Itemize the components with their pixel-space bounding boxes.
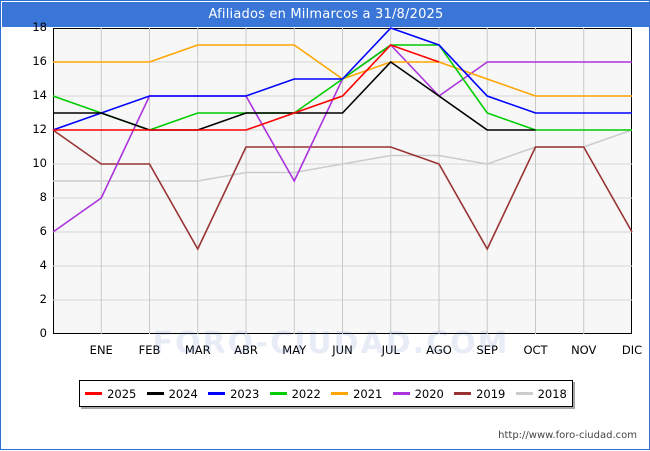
legend-item-label: 2025 bbox=[107, 386, 137, 401]
series-line-2019 bbox=[52, 129, 633, 251]
legend-item-2025[interactable]: 2025 bbox=[80, 387, 142, 401]
data-series-layer bbox=[52, 27, 633, 251]
legend-item-label: 2024 bbox=[168, 386, 198, 401]
legend-item-label: 2019 bbox=[476, 386, 506, 401]
x-axis-tick-label: FEB bbox=[138, 343, 161, 357]
legend-swatch-icon bbox=[515, 392, 533, 395]
legend-swatch-icon bbox=[331, 392, 349, 395]
legend-swatch-icon bbox=[208, 392, 226, 395]
legend-item-label: 2022 bbox=[291, 386, 321, 401]
series-line-2025 bbox=[53, 44, 440, 131]
legend-item-2020[interactable]: 2020 bbox=[388, 387, 450, 401]
legend-swatch-icon bbox=[269, 392, 287, 395]
y-axis-tick-label: 2 bbox=[39, 292, 47, 306]
series-line-2024 bbox=[53, 60, 536, 131]
footer-url: http://www.foro-ciudad.com bbox=[498, 430, 637, 441]
legend-swatch-icon bbox=[392, 392, 410, 395]
legend-item-label: 2021 bbox=[353, 386, 383, 401]
legend-item-2024[interactable]: 2024 bbox=[142, 387, 204, 401]
x-axis-tick-label: OCT bbox=[523, 343, 548, 357]
legend-item-2023[interactable]: 2023 bbox=[203, 387, 265, 401]
y-axis-tick-label: 10 bbox=[32, 156, 47, 170]
series-line-2018 bbox=[53, 129, 633, 182]
x-axis-tick-label: AGO bbox=[426, 343, 452, 357]
legend-swatch-icon bbox=[85, 392, 103, 395]
x-axis-tick-label: MAR bbox=[184, 343, 211, 357]
series-line-2020 bbox=[52, 43, 632, 233]
x-axis-tick-label: SEP bbox=[476, 343, 498, 357]
window-title-bar: Afiliados en Milmarcos a 31/8/2025 bbox=[2, 2, 650, 27]
x-axis-tick-label: ABR bbox=[234, 343, 258, 357]
legend-swatch-icon bbox=[146, 392, 164, 395]
legend-item-label: 2018 bbox=[537, 386, 567, 401]
legend-item-label: 2023 bbox=[230, 386, 260, 401]
x-axis-tick-label: NOV bbox=[571, 343, 597, 357]
legend-item-2022[interactable]: 2022 bbox=[265, 387, 327, 401]
y-axis-tick-label: 16 bbox=[32, 54, 47, 68]
y-axis-tick-label: 8 bbox=[39, 190, 47, 204]
legend-item-2019[interactable]: 2019 bbox=[449, 387, 511, 401]
y-axis-tick-label: 0 bbox=[39, 326, 47, 340]
page-title: Afiliados en Milmarcos a 31/8/2025 bbox=[208, 7, 444, 22]
plot-area bbox=[52, 27, 633, 334]
legend-item-2018[interactable]: 2018 bbox=[511, 387, 573, 401]
legend-swatch-icon bbox=[454, 392, 472, 395]
series-line-2023 bbox=[52, 27, 632, 131]
x-axis-tick-label: MAY bbox=[282, 343, 307, 357]
y-axis-tick-label: 4 bbox=[39, 258, 47, 272]
x-axis-tick-label: DIC bbox=[621, 343, 643, 357]
x-axis-tick-label: ENE bbox=[89, 343, 113, 357]
series-line-2021 bbox=[53, 44, 632, 97]
y-axis-tick-label: 14 bbox=[32, 88, 47, 102]
legend-item-label: 2020 bbox=[414, 386, 444, 401]
y-axis-tick-label: 6 bbox=[39, 224, 47, 238]
x-axis-tick-label: JUL bbox=[381, 343, 400, 357]
x-axis-tick-label: JUN bbox=[332, 343, 353, 357]
chart-legend: 2025 2024 2023 2022 2021 2020 2019 2018 bbox=[79, 380, 573, 407]
legend-item-2021[interactable]: 2021 bbox=[326, 387, 388, 401]
y-axis-tick-label: 12 bbox=[32, 122, 47, 136]
